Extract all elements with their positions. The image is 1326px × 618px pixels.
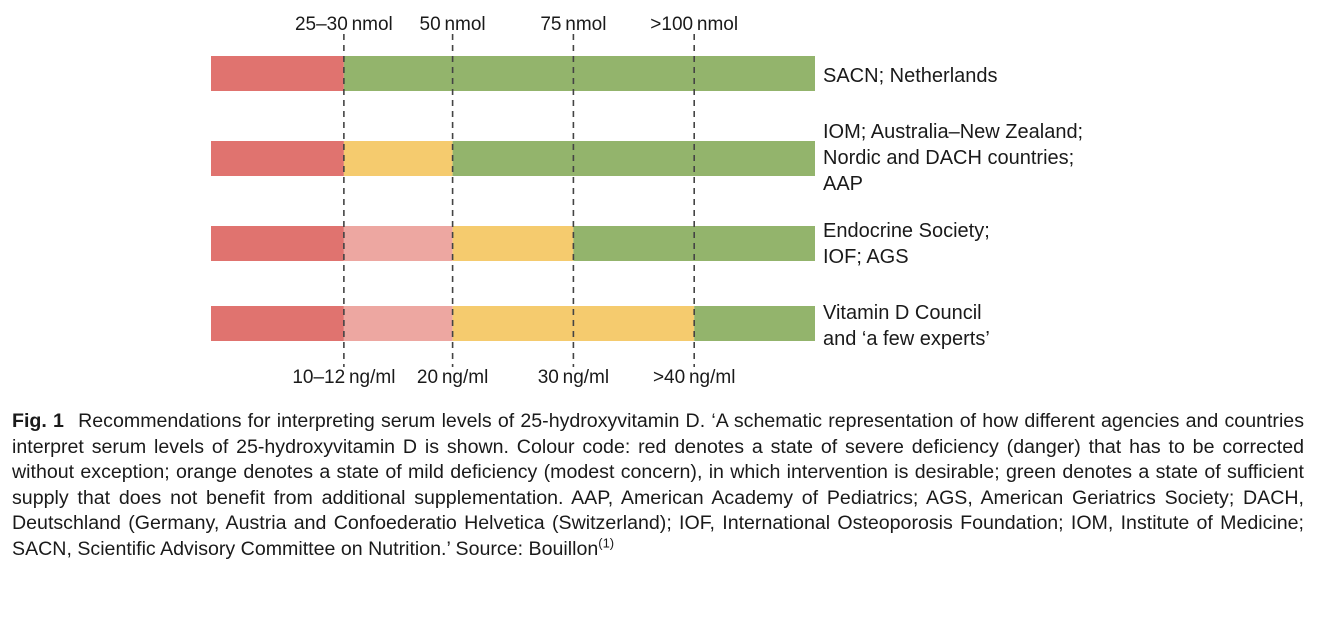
row-label-line: Endocrine Society; (823, 220, 990, 242)
vitamin-d-threshold-chart: 25–30 nmol 50 nmol 75 nmol >100 nmol 10–12 n… (211, 14, 1083, 388)
row-label-line: SACN; Netherlands (823, 65, 998, 87)
threshold-lines (343, 34, 696, 367)
bars-layer (211, 56, 815, 341)
row-label-line: and ‘a few experts’ (823, 328, 990, 350)
row-label-line: Nordic and DACH countries; (823, 147, 1074, 169)
caption-text: Recommendations for interpreting serum l… (12, 410, 1304, 560)
bar-row-3 (211, 226, 815, 261)
row-label-line: AAP (823, 173, 863, 195)
bar-row-2 (211, 141, 815, 176)
bar-segment-severe-deficiency (211, 141, 344, 176)
top-tick-label: 50 nmol (420, 14, 486, 35)
bar-row-4 (211, 306, 815, 341)
bottom-tick-label: 20 ng/ml (417, 367, 488, 388)
citation-superscript: (1) (598, 534, 615, 550)
figure-caption: Fig. 1 Recommendations for interpreting … (12, 409, 1304, 562)
bottom-tick-label: >40 ng/ml (653, 367, 736, 388)
bar-segment-mild-deficiency (452, 226, 574, 261)
top-tick-label: 25–30 nmol (295, 14, 393, 35)
figure-label: Fig. 1 (12, 410, 64, 432)
bar-segment-severe-deficiency (211, 56, 344, 91)
bar-segment-mild-deficiency (343, 141, 453, 176)
tick-labels: 25–30 nmol 50 nmol 75 nmol >100 nmol 10–12 n… (292, 14, 738, 388)
top-tick-label: 75 nmol (540, 14, 606, 35)
bar-segment-sufficient (343, 56, 815, 91)
row-label-line: IOF; AGS (823, 246, 909, 268)
bar-segment-severe-deficiency (211, 306, 344, 341)
bar-segment-deficiency-light (343, 306, 453, 341)
bottom-tick-label: 30 ng/ml (538, 367, 609, 388)
row-label-line: Vitamin D Council (823, 302, 982, 324)
bar-segment-sufficient (694, 306, 815, 341)
bar-segment-sufficient (452, 141, 815, 176)
row-label-line: IOM; Australia–New Zealand; (823, 121, 1083, 143)
bottom-tick-label: 10–12 ng/ml (292, 367, 395, 388)
bar-segment-severe-deficiency (211, 226, 344, 261)
bar-row-1 (211, 56, 815, 91)
bar-segment-deficiency-light (343, 226, 453, 261)
top-tick-label: >100 nmol (650, 14, 738, 35)
row-labels: SACN; Netherlands IOM; Australia–New Zeal… (823, 65, 1083, 350)
